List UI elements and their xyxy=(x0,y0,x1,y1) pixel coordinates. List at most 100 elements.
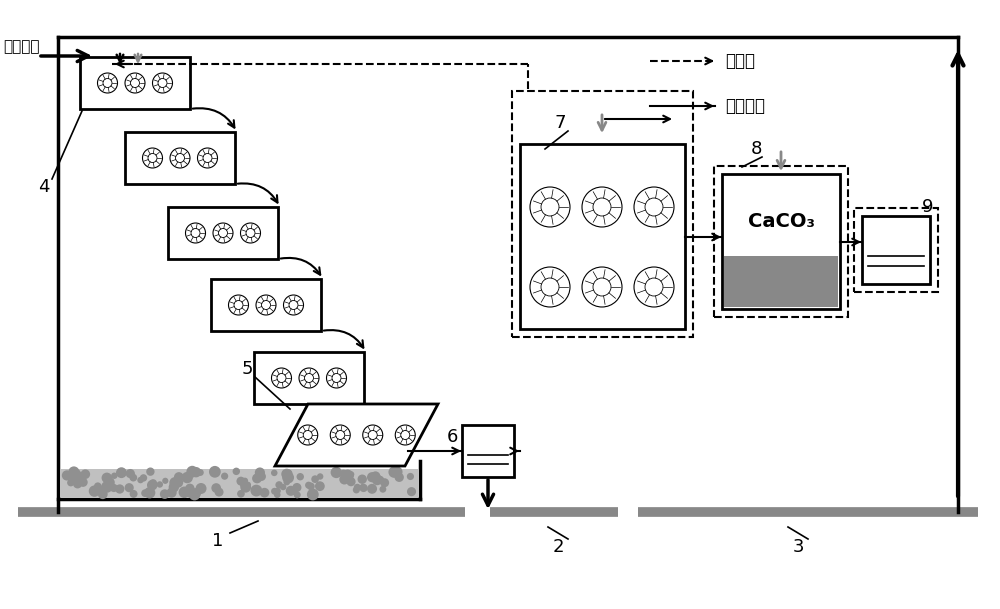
Circle shape xyxy=(198,148,218,168)
Circle shape xyxy=(228,295,248,315)
Text: 4: 4 xyxy=(38,178,50,196)
Circle shape xyxy=(104,477,115,488)
Circle shape xyxy=(582,187,622,227)
Circle shape xyxy=(144,487,155,498)
Circle shape xyxy=(541,278,559,296)
Circle shape xyxy=(303,431,312,440)
Circle shape xyxy=(215,488,224,496)
Circle shape xyxy=(530,267,570,307)
Circle shape xyxy=(252,473,262,484)
Circle shape xyxy=(307,482,315,490)
Circle shape xyxy=(176,153,184,163)
Circle shape xyxy=(274,488,281,494)
Circle shape xyxy=(74,476,84,486)
Text: 水流方向: 水流方向 xyxy=(725,97,765,115)
Circle shape xyxy=(407,473,414,480)
Text: 1: 1 xyxy=(212,532,224,550)
Circle shape xyxy=(67,479,74,487)
Circle shape xyxy=(272,368,292,388)
Circle shape xyxy=(388,466,400,478)
Circle shape xyxy=(372,474,383,485)
Circle shape xyxy=(99,485,108,494)
Circle shape xyxy=(137,477,144,484)
Circle shape xyxy=(298,425,318,445)
Circle shape xyxy=(245,482,251,488)
Circle shape xyxy=(401,431,410,440)
Circle shape xyxy=(186,223,206,243)
Circle shape xyxy=(297,473,304,481)
Circle shape xyxy=(191,228,200,238)
Circle shape xyxy=(343,470,354,481)
Circle shape xyxy=(344,470,352,477)
Circle shape xyxy=(211,483,221,493)
Circle shape xyxy=(359,484,368,492)
Circle shape xyxy=(274,491,281,498)
Text: 内回流: 内回流 xyxy=(725,52,755,70)
Circle shape xyxy=(379,486,386,493)
Circle shape xyxy=(218,228,228,238)
Circle shape xyxy=(634,267,674,307)
Circle shape xyxy=(260,488,269,498)
Circle shape xyxy=(189,489,200,501)
Circle shape xyxy=(73,479,82,488)
Bar xyxy=(254,352,364,404)
Circle shape xyxy=(530,187,570,227)
Circle shape xyxy=(240,481,247,488)
Text: 8: 8 xyxy=(750,140,762,158)
Circle shape xyxy=(376,476,384,484)
Bar xyxy=(724,256,838,307)
Circle shape xyxy=(294,491,301,498)
Circle shape xyxy=(645,198,663,216)
Circle shape xyxy=(353,487,360,493)
Circle shape xyxy=(407,487,416,496)
Text: 6: 6 xyxy=(446,428,458,446)
Bar xyxy=(462,425,514,477)
Circle shape xyxy=(162,477,168,484)
Circle shape xyxy=(346,477,356,486)
Circle shape xyxy=(125,483,134,492)
Circle shape xyxy=(173,477,183,488)
Circle shape xyxy=(234,300,243,309)
Circle shape xyxy=(111,473,118,479)
Circle shape xyxy=(94,482,102,490)
Circle shape xyxy=(160,489,170,499)
Circle shape xyxy=(634,187,674,227)
Bar xyxy=(854,208,938,292)
Bar xyxy=(60,469,418,497)
Circle shape xyxy=(257,472,266,481)
Circle shape xyxy=(292,483,301,492)
Circle shape xyxy=(157,481,163,488)
Circle shape xyxy=(271,470,278,476)
Circle shape xyxy=(110,484,118,492)
Circle shape xyxy=(89,485,100,497)
Circle shape xyxy=(103,79,112,88)
Text: 酸性废水: 酸性废水 xyxy=(3,40,40,54)
Circle shape xyxy=(148,153,157,163)
Bar xyxy=(125,132,235,184)
Circle shape xyxy=(582,267,622,307)
Circle shape xyxy=(250,485,262,496)
Circle shape xyxy=(330,425,350,445)
Circle shape xyxy=(98,490,108,499)
Circle shape xyxy=(140,474,147,482)
Circle shape xyxy=(98,73,118,93)
Circle shape xyxy=(129,474,137,482)
Circle shape xyxy=(371,471,380,481)
Circle shape xyxy=(221,473,228,480)
Bar xyxy=(211,279,321,331)
Bar xyxy=(722,174,840,309)
Polygon shape xyxy=(275,404,438,466)
Circle shape xyxy=(213,223,233,243)
Circle shape xyxy=(280,484,286,490)
Circle shape xyxy=(126,469,135,478)
Circle shape xyxy=(368,431,377,440)
Circle shape xyxy=(380,478,389,487)
Circle shape xyxy=(81,470,90,479)
Circle shape xyxy=(282,471,294,484)
Text: 3: 3 xyxy=(792,538,804,556)
Bar xyxy=(80,57,190,109)
Circle shape xyxy=(339,474,350,485)
Circle shape xyxy=(305,482,312,488)
Circle shape xyxy=(174,472,184,482)
Bar xyxy=(512,91,693,337)
